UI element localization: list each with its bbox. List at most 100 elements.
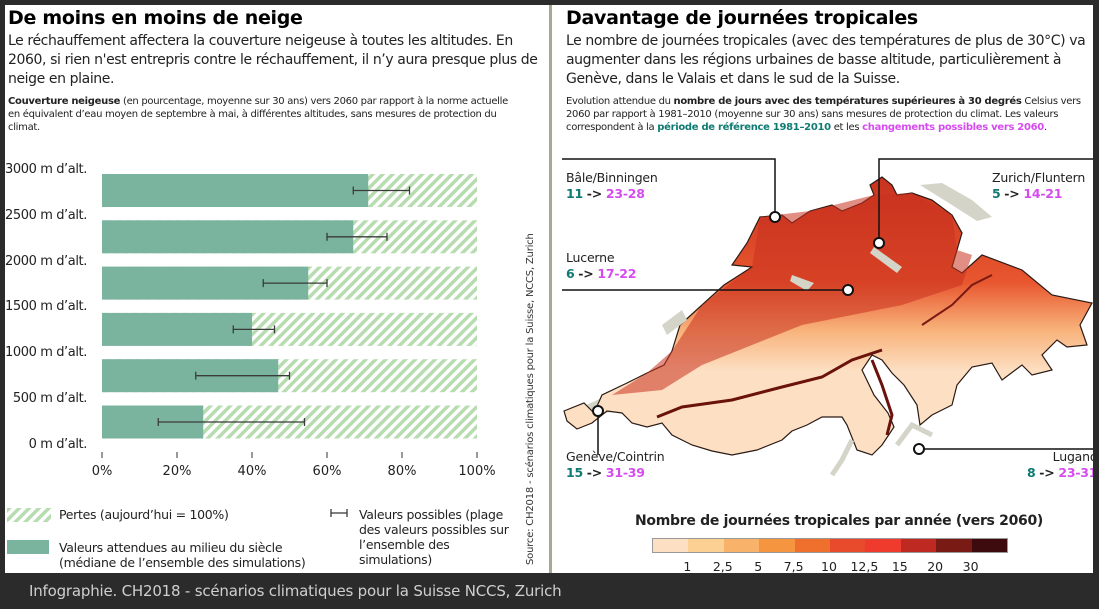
expected-bar xyxy=(102,220,354,254)
color-scale-tick: 1 xyxy=(683,559,692,573)
left-lead: Le réchauffement affectera la couverture… xyxy=(8,33,538,87)
marker-zurich xyxy=(873,237,885,249)
error-bar xyxy=(157,418,306,426)
city-label-lucerne: Lucerne 6 -> 17-22 xyxy=(566,250,637,282)
color-scale-tick: 2,5 xyxy=(712,559,733,573)
city-future-value: 23-31 xyxy=(1058,465,1093,480)
color-scale-swatch xyxy=(865,539,901,552)
desc-rest: (en pourcentage, moyenne sur 30 ans) ver… xyxy=(8,96,508,133)
city-ref-value: 8 xyxy=(1027,465,1036,480)
legend-range-label: Valeurs possibles (plage des valeurs pos… xyxy=(359,507,509,567)
city-name: Zurich/Fluntern xyxy=(992,170,1086,185)
city-label-zurich: Zurich/Fluntern 5 -> 14-21 xyxy=(992,170,1085,202)
panel-divider xyxy=(549,5,552,573)
x-tick-label: 80% xyxy=(387,464,417,479)
altitude-label: 500 m d’alt. xyxy=(12,391,88,406)
ticino-valley xyxy=(870,359,894,436)
desc-b: Celsius vers 2060 par rapport à 1981–201… xyxy=(566,96,1081,133)
legend-loss-label: Pertes (aujourd’hui = 100%) xyxy=(59,507,229,522)
left-title: De moins en moins de neige xyxy=(8,7,303,29)
x-tick-label: 100% xyxy=(458,464,496,479)
marker-geneve xyxy=(592,405,604,417)
rhine-valley xyxy=(921,274,993,326)
lake-lucerne xyxy=(790,275,814,291)
city-future-value: 31-39 xyxy=(605,465,645,480)
altitude-label: 0 m d’alt. xyxy=(28,436,88,452)
color-scale-tick: 20 xyxy=(927,559,944,573)
marker-lugano xyxy=(913,443,925,455)
error-bar xyxy=(352,186,411,195)
color-scale-tick: 15 xyxy=(891,559,908,573)
color-scale-tick: 12,5 xyxy=(850,559,879,573)
color-scale-swatch xyxy=(900,539,937,552)
infographic-panel: De moins en moins de neige Le réchauffem… xyxy=(5,5,1093,573)
city-name: Bâle/Binningen xyxy=(566,170,658,185)
city-markers xyxy=(592,211,925,455)
lake-zurich xyxy=(870,247,902,273)
city-future-value: 23-28 xyxy=(605,186,645,201)
city-arrow: -> xyxy=(1039,465,1055,480)
leader-lines xyxy=(562,158,1093,455)
x-tick-label: 40% xyxy=(237,464,267,479)
altitude-label: 3000 m d’alt. xyxy=(5,162,87,177)
legend-loss-swatch xyxy=(7,508,51,522)
color-scale-swatch xyxy=(759,539,795,552)
error-bar xyxy=(232,325,276,334)
color-scale xyxy=(652,538,1008,553)
left-description: Couverture neigeuse (en pourcentage, moy… xyxy=(8,95,508,134)
color-scale-swatch xyxy=(794,539,831,552)
desc-a: Evolution attendue du xyxy=(566,96,674,107)
city-arrow: -> xyxy=(578,266,594,281)
color-scale-swatch xyxy=(830,539,866,552)
footer-caption: Infographie. CH2018 - scénarios climatiq… xyxy=(29,582,562,600)
lake-neuchatel xyxy=(662,310,687,335)
valais-valley xyxy=(656,348,883,419)
city-name: Lugano xyxy=(1052,449,1093,464)
color-scale-swatch xyxy=(936,539,972,552)
desc-possible-changes: changements possibles vers 2060 xyxy=(862,122,1044,133)
italian-lakes xyxy=(829,421,934,477)
city-arrow: -> xyxy=(586,186,603,201)
x-tick-label: 60% xyxy=(312,464,342,479)
city-name: Lucerne xyxy=(566,250,615,265)
error-bar xyxy=(326,232,388,241)
city-ref-value: 6 xyxy=(566,266,575,281)
lake-constance xyxy=(920,183,992,221)
x-tick-label: 20% xyxy=(162,464,192,479)
altitude-label: 2500 m d’alt. xyxy=(5,207,87,223)
right-title: Davantage de journées tropicales xyxy=(566,7,918,29)
color-scale-tick: 7,5 xyxy=(783,559,804,573)
city-ref-value: 15 xyxy=(566,465,583,480)
color-scale-swatch xyxy=(723,539,760,552)
city-future-value: 14-21 xyxy=(1023,186,1063,201)
city-label-geneve: Genève/Cointrin 15 -> 31-39 xyxy=(566,449,665,481)
city-ref-value: 5 xyxy=(992,186,1001,201)
color-scale-swatch xyxy=(653,539,689,552)
city-arrow: -> xyxy=(586,465,603,480)
switzerland-map xyxy=(562,158,1093,477)
error-bar xyxy=(195,371,291,380)
desc-d: . xyxy=(1043,122,1047,133)
expected-bar xyxy=(102,174,369,207)
scale-title: Nombre de journées tropicales par année … xyxy=(635,513,1044,529)
error-bar xyxy=(262,279,328,288)
altitude-label: 2000 m d’alt. xyxy=(5,253,87,269)
desc-bold: nombre de jours avec des températures su… xyxy=(673,96,1022,107)
snow-bar-chart xyxy=(101,174,478,458)
desc-c: et les xyxy=(830,122,863,133)
legend-expected-swatch xyxy=(7,540,49,554)
city-label-bale: Bâle/Binningen 11 -> 23-28 xyxy=(566,170,658,202)
city-name: Genève/Cointrin xyxy=(566,449,665,464)
color-scale-tick: 5 xyxy=(754,559,763,573)
legend-range-icon xyxy=(330,509,348,517)
legend-expected-label: Valeurs attendues au milieu du siècle (m… xyxy=(59,540,306,570)
source-text: Source: CH2018 - scénarios climatiques p… xyxy=(525,233,536,565)
color-scale-swatch xyxy=(688,539,724,552)
altitude-label: 1000 m d’alt. xyxy=(5,345,87,361)
color-scale-swatch xyxy=(971,539,1008,552)
desc-reference-period: période de référence 1981–2010 xyxy=(657,122,831,133)
color-scale-tick: 30 xyxy=(962,559,979,573)
x-tick-label: 0% xyxy=(91,464,113,479)
desc-bold: Couverture neigeuse xyxy=(8,96,121,107)
expected-bar xyxy=(102,312,252,346)
